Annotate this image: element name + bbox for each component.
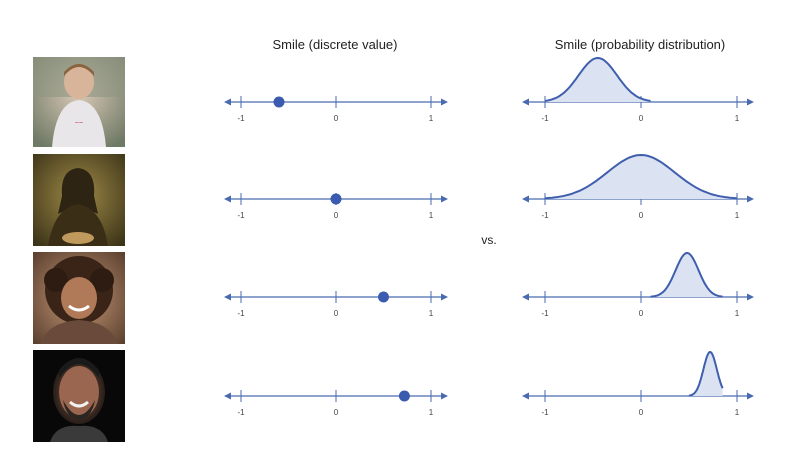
discrete-axis-row-4: -1 0 1	[224, 390, 448, 417]
distribution-tick-label: 0	[639, 408, 644, 417]
vs-label: vs.	[481, 233, 496, 247]
distribution-axis-row-4: -1 0 1	[522, 351, 754, 417]
distribution-area	[545, 155, 737, 199]
discrete-axis-left-arrow-icon	[224, 293, 231, 301]
distribution-tick-label: 0	[639, 114, 644, 123]
discrete-tick-label: -1	[237, 408, 245, 417]
discrete-axis-row-1: -1 0 1	[224, 96, 448, 123]
discrete-tick-label: 1	[429, 408, 434, 417]
distribution-area	[650, 253, 723, 297]
distribution-tick-label: 1	[735, 114, 740, 123]
distribution-area	[545, 58, 651, 102]
photo-boy: ~~	[33, 57, 125, 147]
distribution-tick-label: 0	[639, 211, 644, 220]
discrete-tick-label: -1	[237, 309, 245, 318]
smile-value-marker	[398, 390, 410, 402]
distribution-axis-right-arrow-icon	[747, 195, 754, 203]
discrete-axis-right-arrow-icon	[441, 293, 448, 301]
distribution-tick-label: -1	[541, 408, 549, 417]
discrete-axis-left-arrow-icon	[224, 392, 231, 400]
photo-mona-lisa	[33, 154, 125, 246]
distribution-curve	[544, 153, 738, 200]
distribution-axis-right-arrow-icon	[747, 293, 754, 301]
distribution-curve	[688, 351, 724, 397]
discrete-tick-label: -1	[237, 114, 245, 123]
discrete-tick-label: 1	[429, 211, 434, 220]
distribution-axis-left-arrow-icon	[522, 293, 529, 301]
discrete-column-title: Smile (discrete value)	[273, 37, 398, 52]
photo-curly-child	[33, 252, 125, 344]
discrete-tick-label: 0	[334, 211, 339, 220]
distribution-curve	[650, 252, 723, 298]
distribution-tick-label: -1	[541, 114, 549, 123]
distribution-axis-right-arrow-icon	[747, 98, 754, 106]
discrete-tick-label: 0	[334, 408, 339, 417]
discrete-value-column: -1 0 1 -1 0 1 -1 0 1 -1 0 1	[224, 96, 448, 417]
discrete-tick-label: 0	[334, 309, 339, 318]
svg-text:~~: ~~	[75, 120, 83, 127]
discrete-axis-row-3: -1 0 1	[224, 291, 448, 318]
discrete-tick-label: 1	[429, 309, 434, 318]
photo-bearded-man	[33, 350, 125, 442]
discrete-tick-label: -1	[237, 211, 245, 220]
discrete-axis-left-arrow-icon	[224, 98, 231, 106]
distribution-tick-label: 0	[639, 309, 644, 318]
distribution-tick-label: -1	[541, 309, 549, 318]
discrete-axis-row-2: -1 0 1	[224, 193, 448, 220]
discrete-axis-right-arrow-icon	[441, 392, 448, 400]
smile-value-marker	[378, 291, 389, 303]
distribution-axis-row-3: -1 0 1	[522, 252, 754, 318]
distribution-axis-left-arrow-icon	[522, 98, 529, 106]
distribution-column: -1 0 1 -1 0 1 -1 0 1 -1 0 1	[522, 56, 754, 417]
distribution-axis-row-2: -1 0 1	[522, 153, 754, 220]
discrete-axis-right-arrow-icon	[441, 195, 448, 203]
smile-value-marker	[330, 193, 342, 205]
distribution-axis-right-arrow-icon	[747, 392, 754, 400]
distribution-tick-label: 1	[735, 211, 740, 220]
distribution-axis-left-arrow-icon	[522, 195, 529, 203]
distribution-column-title: Smile (probability distribution)	[555, 37, 726, 52]
discrete-tick-label: 1	[429, 114, 434, 123]
discrete-tick-label: 0	[334, 114, 339, 123]
distribution-tick-label: 1	[735, 309, 740, 318]
discrete-axis-right-arrow-icon	[441, 98, 448, 106]
discrete-axis-left-arrow-icon	[224, 195, 231, 203]
distribution-axis-left-arrow-icon	[522, 392, 529, 400]
smile-value-marker	[273, 96, 285, 108]
distribution-tick-label: -1	[541, 211, 549, 220]
distribution-curve	[544, 56, 651, 102]
distribution-tick-label: 1	[735, 408, 740, 417]
distribution-axis-row-1: -1 0 1	[522, 56, 754, 123]
